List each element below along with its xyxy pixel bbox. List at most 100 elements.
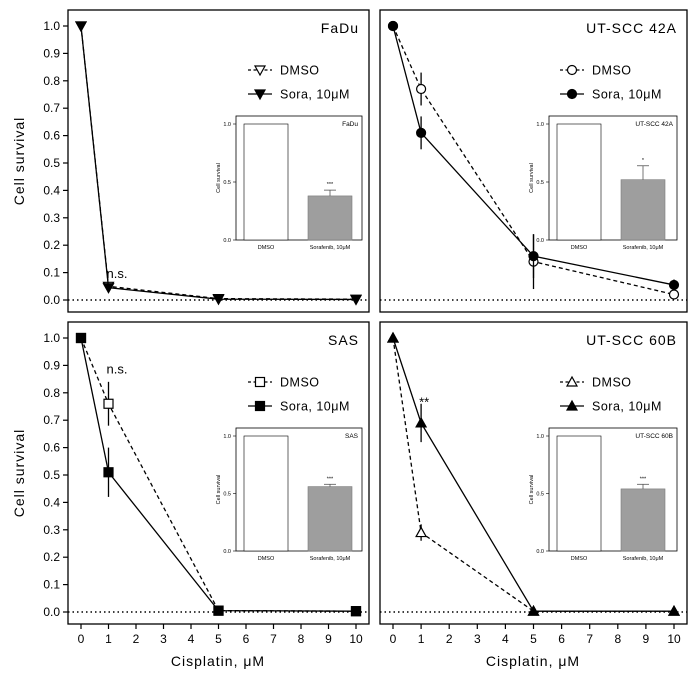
panel-3: 0.0 0.1 0.2 0.3 0.4 0.5 0.6 0.7 0.8 0.9 1.0 0 1 2 3 4 5 6… bbox=[43, 321, 370, 646]
legend-label: Sora, 10μM bbox=[592, 88, 662, 102]
y-tick-label: 0.9 bbox=[43, 46, 60, 60]
x-tick-label: 0 bbox=[390, 632, 397, 646]
inset-category-label: Sorafenib, 10μM bbox=[310, 245, 351, 251]
inset-category-label: Sorafenib, 10μM bbox=[310, 556, 351, 562]
series-line-sora bbox=[80, 337, 357, 612]
x-tick-label: 10 bbox=[667, 632, 681, 646]
inset-y-axis-label: Cell survival bbox=[529, 163, 535, 193]
inset-bar bbox=[620, 179, 666, 241]
y-tick-label: 1.0 bbox=[43, 331, 60, 345]
inset-y-tick-label: 0.5 bbox=[223, 492, 231, 498]
data-point bbox=[527, 604, 540, 616]
inset-y-axis-label: Cell survival bbox=[529, 475, 535, 505]
inset-bar-chart: 0.0 0.5 1.0 Cell survival SAS DMSO *** Sorafeni… bbox=[216, 427, 363, 562]
x-tick-label: 9 bbox=[643, 632, 650, 646]
series-line-sora bbox=[392, 337, 674, 612]
inset-bar-chart: 0.0 0.5 1.0 Cell survival UT-SCC 60B DMSO *** S… bbox=[529, 427, 678, 562]
panel-title: FaDu bbox=[321, 20, 359, 36]
legend-marker bbox=[253, 65, 267, 77]
inset-category-label: DMSO bbox=[258, 245, 275, 251]
x-tick-label: 6 bbox=[243, 632, 250, 646]
inset-y-tick-label: 0.0 bbox=[536, 238, 544, 244]
data-point bbox=[103, 398, 114, 409]
x-tick-label: 6 bbox=[558, 632, 565, 646]
data-point bbox=[415, 526, 428, 538]
x-tick-label: 3 bbox=[160, 632, 167, 646]
panel-2: UT-SCC 42A DMSO Sora, 10μM 0.0 0.5 1.0 Cell su… bbox=[379, 9, 688, 313]
x-tick-label: 5 bbox=[530, 632, 537, 646]
data-point bbox=[212, 294, 225, 306]
data-point bbox=[668, 279, 680, 291]
x-tick-label: 2 bbox=[446, 632, 453, 646]
y-axis-label-top: Cell survival bbox=[11, 117, 27, 205]
series-line-sora bbox=[392, 25, 675, 286]
legend-marker bbox=[565, 375, 579, 387]
x-tick-label: 1 bbox=[418, 632, 425, 646]
x-tick-label: 3 bbox=[474, 632, 481, 646]
legend-label: Sora, 10μM bbox=[280, 88, 350, 102]
inset-bar bbox=[307, 486, 353, 552]
significance-label: n.s. bbox=[107, 266, 128, 281]
x-axis-label-left: Cisplatin, μM bbox=[171, 653, 265, 669]
y-tick-label: 1.0 bbox=[43, 19, 60, 33]
inset-category-label: Sorafenib, 10μM bbox=[623, 556, 664, 562]
data-point bbox=[416, 127, 427, 138]
y-tick-label: 0.4 bbox=[43, 183, 60, 197]
inset-y-tick-label: 0.5 bbox=[536, 180, 544, 186]
inset-y-axis-label: Cell survival bbox=[216, 163, 222, 193]
inset-y-tick-label: 0.5 bbox=[536, 492, 544, 498]
inset-title: UT-SCC 60B bbox=[635, 433, 673, 440]
inset-category-label: DMSO bbox=[571, 245, 588, 251]
legend-label: Sora, 10μM bbox=[280, 400, 350, 414]
y-tick-label: 0.5 bbox=[43, 156, 60, 170]
panel-frame bbox=[67, 9, 370, 313]
legend-marker bbox=[253, 89, 267, 101]
data-point bbox=[667, 604, 681, 616]
y-tick-label: 0.9 bbox=[43, 358, 60, 372]
y-tick-label: 0.7 bbox=[43, 413, 60, 427]
inset-bar bbox=[307, 195, 353, 241]
inset-significance: *** bbox=[327, 182, 334, 188]
y-tick-label: 0.4 bbox=[43, 495, 60, 509]
inset-bar bbox=[243, 435, 289, 552]
y-axis-label-bottom: Cell survival bbox=[11, 429, 27, 517]
inset-bar-chart: 0.0 0.5 1.0 Cell survival FaDu DMSO *** Sorafen… bbox=[216, 115, 363, 251]
y-tick-label: 0.1 bbox=[43, 578, 60, 592]
y-tick-label: 0.6 bbox=[43, 441, 60, 455]
y-tick-label: 0.0 bbox=[43, 293, 60, 307]
y-tick-label: 0.8 bbox=[43, 74, 60, 88]
data-point bbox=[103, 467, 114, 478]
legend-marker bbox=[254, 400, 266, 412]
y-tick-label: 0.2 bbox=[43, 238, 60, 252]
inset-title: SAS bbox=[345, 433, 359, 440]
inset-y-tick-label: 0.0 bbox=[223, 238, 231, 244]
data-point bbox=[102, 283, 115, 294]
inset-title: FaDu bbox=[342, 121, 358, 128]
inset-bar bbox=[243, 123, 289, 241]
inset-y-tick-label: 0.0 bbox=[536, 549, 544, 555]
y-tick-label: 0.3 bbox=[43, 211, 60, 225]
legend-label: DMSO bbox=[280, 376, 320, 390]
data-point bbox=[74, 21, 88, 33]
y-tick-label: 0.5 bbox=[43, 468, 60, 482]
data-point bbox=[349, 294, 363, 306]
y-tick-label: 0.0 bbox=[43, 605, 60, 619]
significance-label: n.s. bbox=[107, 362, 128, 377]
inset-category-label: DMSO bbox=[258, 556, 275, 562]
panel-1: 0.0 0.1 0.2 0.3 0.4 0.5 0.6 0.7 0.8 0.9 1.0 FaDu n.s… bbox=[43, 9, 370, 313]
panel-title: SAS bbox=[328, 332, 359, 348]
series-line-dmso bbox=[392, 25, 675, 296]
x-tick-label: 7 bbox=[586, 632, 593, 646]
panel-title: UT-SCC 60B bbox=[586, 332, 677, 348]
data-point bbox=[416, 83, 427, 95]
significance-label: ** bbox=[419, 395, 429, 410]
inset-significance: * bbox=[642, 158, 645, 164]
x-tick-label: 0 bbox=[78, 632, 85, 646]
inset-bar bbox=[620, 488, 666, 552]
inset-y-axis-label: Cell survival bbox=[216, 475, 222, 505]
data-point bbox=[75, 332, 87, 344]
data-point bbox=[528, 251, 539, 262]
x-tick-label: 8 bbox=[614, 632, 621, 646]
y-tick-label: 0.6 bbox=[43, 129, 60, 143]
